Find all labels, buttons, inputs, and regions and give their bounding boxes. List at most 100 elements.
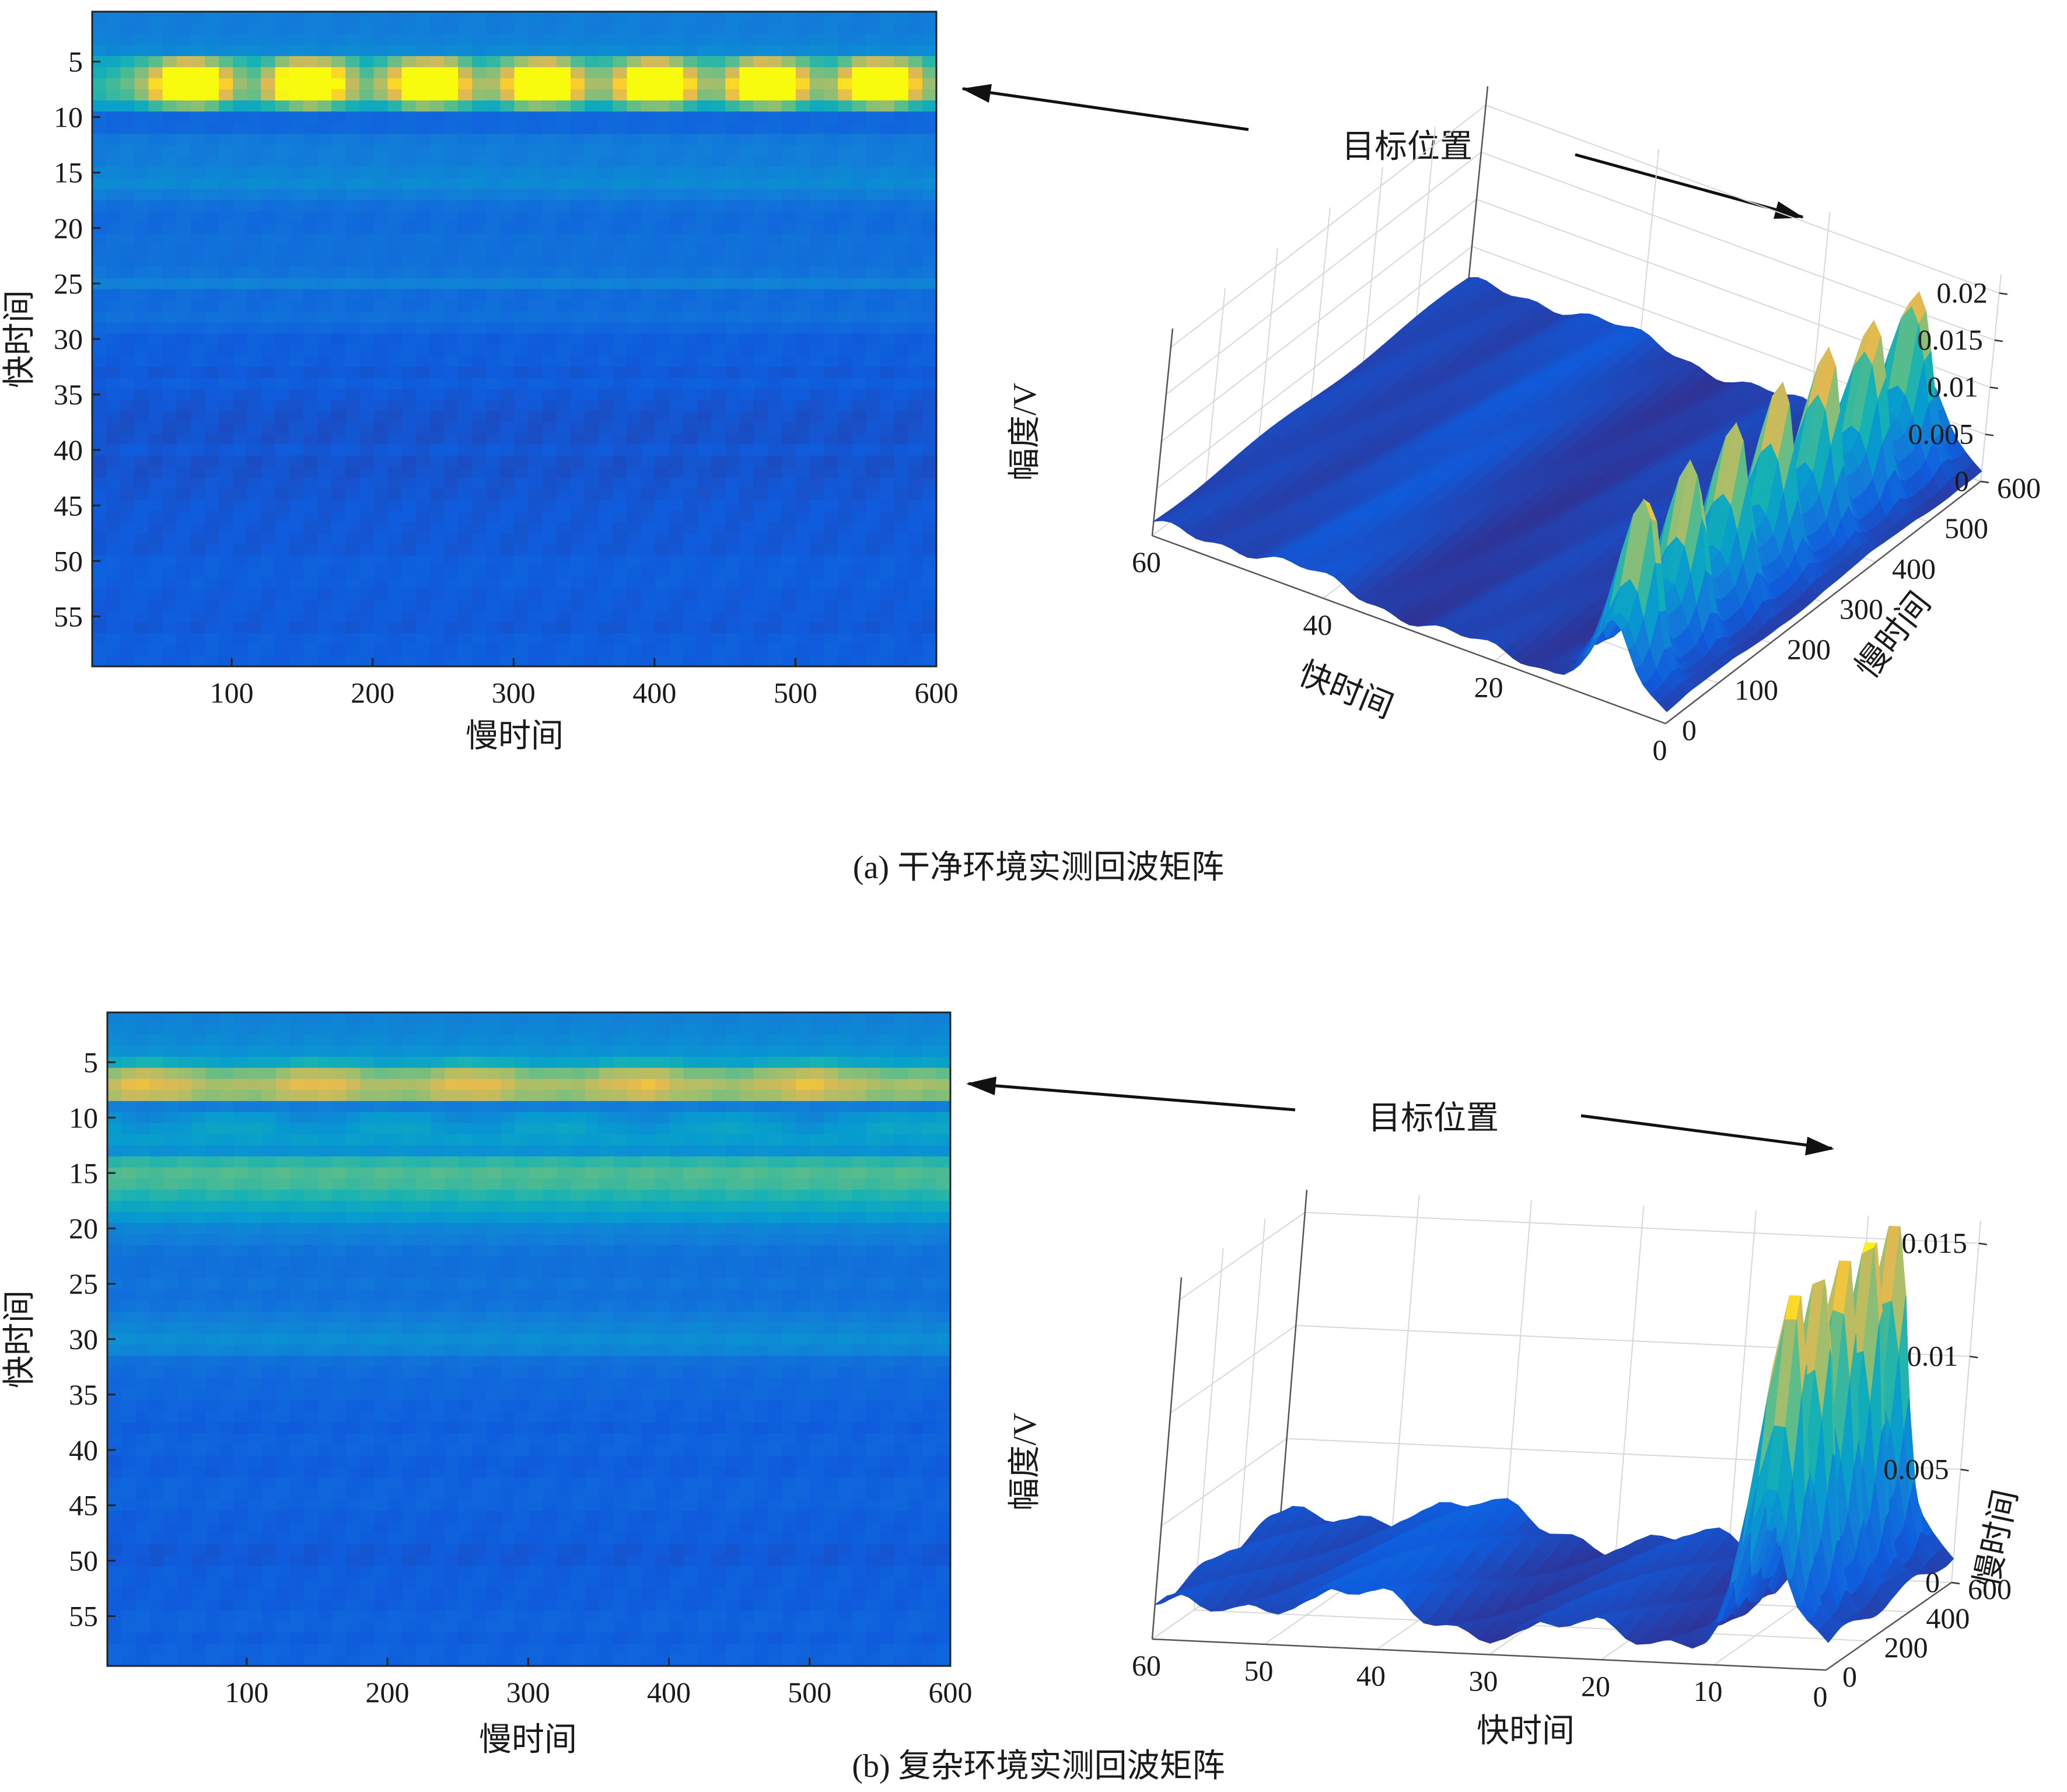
- panel-a-heatmap-cell: [711, 111, 726, 123]
- panel-a-heatmap-cell: [176, 378, 191, 390]
- panel-a-heatmap-cell: [570, 156, 585, 168]
- panel-a-heatmap-cell: [387, 488, 403, 501]
- panel-a-heatmap-cell: [148, 45, 163, 57]
- panel-a-heatmap-cell: [401, 455, 417, 467]
- panel-a-heatmap-cell: [275, 67, 290, 79]
- panel-a-heatmap-cell: [500, 78, 515, 90]
- panel-a-heatmap-cell: [641, 610, 656, 623]
- panel-a-heatmap-cell: [373, 577, 389, 589]
- panel-a-heatmap-cell: [429, 610, 445, 623]
- panel-a-heatmap-xtick-label: 400: [632, 676, 676, 709]
- panel-a-heatmap-cell: [92, 366, 107, 379]
- panel-a-heatmap-cell: [641, 655, 656, 667]
- panel-a-heatmap-cell: [585, 78, 599, 90]
- panel-a-heatmap-cell: [570, 344, 585, 357]
- panel-a-heatmap-cell: [486, 123, 501, 134]
- panel-a-heatmap-cell: [838, 300, 853, 312]
- panel-a-heatmap-cell: [289, 45, 304, 57]
- panel-a-heatmap-cell: [401, 366, 417, 379]
- panel-a-heatmap-cell: [458, 145, 473, 157]
- panel-a-heatmap-cell: [401, 167, 417, 179]
- panel-a-heatmap-cell: [247, 300, 262, 312]
- panel-a-heatmap-cell: [894, 222, 909, 235]
- panel-a-heatmap-cell: [866, 45, 881, 57]
- panel-a-heatmap-cell: [908, 422, 923, 434]
- panel-a-heatmap-cell: [120, 100, 135, 112]
- panel-a-heatmap-cell: [401, 123, 417, 134]
- panel-a-heatmap-cell: [852, 389, 867, 401]
- panel-a-heatmap-cell: [443, 444, 459, 456]
- panel-a-heatmap-cell: [922, 400, 937, 412]
- panel-a-heatmap-cell: [655, 566, 670, 578]
- panel-a-heatmap-cell: [176, 322, 191, 334]
- panel-a-heatmap-cell: [641, 45, 656, 57]
- panel-a-heatmap-ytick-label: 5: [68, 46, 83, 78]
- panel-a-heatmap-cell: [120, 533, 135, 545]
- panel-a-heatmap-cell: [415, 167, 431, 179]
- panel-a-heatmap-cell: [120, 111, 135, 123]
- panel-a-heatmap-cell: [908, 499, 923, 512]
- panel-a-heatmap-cell: [176, 333, 191, 345]
- panel-a-heatmap-cell: [838, 378, 853, 390]
- panel-a-heatmap-cell: [401, 134, 417, 146]
- panel-a-heatmap-cell: [331, 610, 346, 623]
- panel-a-heatmap-cell: [486, 322, 501, 334]
- panel-a-heatmap-cell: [148, 610, 163, 623]
- panel-a-heatmap-cell: [739, 222, 754, 235]
- panel-a-heatmap-cell: [599, 477, 614, 490]
- panel-a-heatmap-cell: [655, 222, 670, 235]
- panel-a-heatmap-cell: [753, 300, 768, 312]
- panel-a-heatmap-cell: [204, 211, 219, 223]
- panel-a-heatmap-cell: [148, 145, 163, 157]
- panel-a-heatmap-cell: [443, 67, 459, 79]
- panel-a-heatmap-cell: [739, 588, 754, 600]
- panel-a-heatmap-cell: [556, 322, 571, 334]
- panel-a-heatmap-cell: [303, 145, 318, 157]
- panel-a-heatmap-cell: [627, 78, 642, 90]
- panel-a-heatmap-cell: [204, 400, 219, 412]
- panel-a-heatmap-cell: [429, 267, 445, 279]
- panel-a-heatmap-cell: [838, 466, 853, 478]
- panel-a-heatmap-cell: [697, 455, 712, 467]
- panel-a-heatmap-cell: [781, 111, 796, 123]
- panel-a-heatmap-cell: [852, 78, 867, 90]
- panel-a-heatmap-cell: [233, 511, 248, 523]
- panel-a-heatmap-cell: [514, 466, 529, 478]
- panel-a-heatmap-cell: [190, 322, 205, 334]
- panel-a-heatmap-cell: [429, 411, 445, 423]
- panel-a-heatmap-cell: [443, 78, 459, 90]
- panel-a-heatmap-cell: [725, 621, 740, 634]
- panel-a-heatmap-cell: [190, 56, 205, 68]
- panel-a-heatmap-cell: [359, 588, 375, 600]
- panel-a-heatmap-cell: [739, 444, 754, 456]
- panel-a-heatmap-cell: [838, 400, 853, 412]
- panel-a-heatmap-cell: [711, 400, 726, 412]
- panel-a-heatmap-cell: [599, 533, 614, 545]
- panel-a-heatmap-cell: [894, 444, 909, 456]
- panel-a-heatmap-cell: [866, 289, 881, 301]
- panel-a-heatmap-cell: [289, 544, 304, 556]
- panel-a-heatmap-cell: [908, 111, 923, 123]
- panel-a-heatmap-cell: [599, 12, 614, 23]
- panel-a-heatmap-cell: [824, 278, 838, 290]
- panel-a-heatmap-cell: [725, 378, 740, 390]
- panel-a-heatmap-cell: [725, 555, 740, 567]
- panel-a-heatmap-cell: [795, 466, 810, 478]
- panel-a-heatmap-cell: [233, 389, 248, 401]
- panel-a-heatmap-cell: [134, 111, 149, 123]
- panel-a-heatmap-cell: [894, 599, 909, 612]
- panel-a-heatmap-cell: [655, 233, 670, 246]
- panel-a-heatmap-cell: [655, 278, 670, 290]
- panel-a-heatmap-cell: [92, 633, 107, 645]
- panel-a-heatmap-cell: [542, 267, 557, 279]
- panel-a-heatmap-cell: [866, 189, 881, 201]
- panel-a-heatmap-cell: [317, 555, 332, 567]
- panel-a-heatmap-cell: [824, 522, 838, 534]
- panel-a-heatmap-cell: [655, 588, 670, 600]
- panel-a-heatmap-cell: [275, 355, 290, 368]
- panel-a-heatmap-cell: [120, 344, 135, 357]
- panel-a-heatmap-cell: [486, 633, 501, 645]
- panel-a-heatmap-cell: [880, 211, 895, 223]
- panel-a-heatmap-cell: [429, 167, 445, 179]
- panel-a-heatmap-cell: [922, 123, 937, 134]
